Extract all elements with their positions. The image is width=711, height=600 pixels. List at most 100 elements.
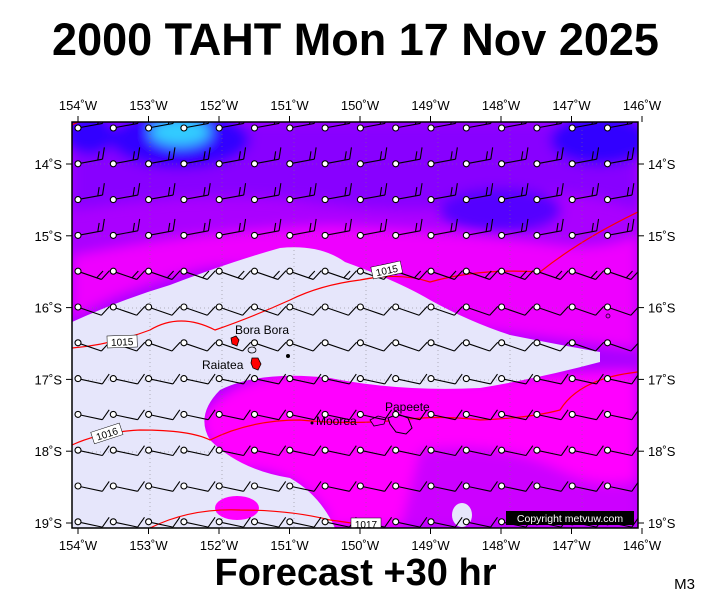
- wind-barb: [321, 445, 357, 457]
- wind-barb: [498, 373, 534, 385]
- wind-barb: [215, 147, 247, 168]
- wind-barb: [180, 267, 216, 280]
- wind-barb: [533, 303, 569, 316]
- wind-barb: [427, 218, 458, 239]
- wind-barb: [321, 303, 358, 316]
- wind-barb: [250, 481, 287, 492]
- wind-barb: [356, 122, 386, 132]
- wind-barb: [109, 516, 145, 528]
- wind-barb: [180, 122, 210, 132]
- lat-label-right: 14˚S: [648, 157, 676, 172]
- island-dot-3: [605, 313, 611, 319]
- wind-barb: [356, 303, 393, 316]
- lon-label-top: 148˚W: [482, 98, 521, 113]
- wind-barb: [286, 147, 317, 168]
- lat-label-right: 18˚S: [648, 444, 676, 459]
- isobar-label: 1015: [375, 264, 399, 279]
- islands: [230, 313, 611, 435]
- wind-barb: [109, 122, 139, 132]
- wind-barb: [356, 218, 388, 239]
- field-low-east: [550, 122, 638, 165]
- island-moorea: [369, 415, 387, 427]
- wind-barb: [321, 373, 357, 385]
- wind-barb: [180, 445, 216, 457]
- wind-barb: [462, 445, 498, 457]
- wind-barb: [74, 373, 110, 385]
- wind-barb: [321, 409, 357, 421]
- wind-barb: [74, 147, 105, 168]
- lon-label-bottom: 153˚W: [129, 538, 168, 553]
- isobar-label: 1017: [355, 520, 378, 531]
- field-magenta-band: [72, 225, 638, 350]
- lon-label-top: 153˚W: [129, 98, 168, 113]
- wind-barb: [462, 183, 494, 204]
- wind-barb: [568, 267, 605, 280]
- lon-label-bottom: 151˚W: [270, 538, 309, 553]
- chart-title: 2000 TAHT Mon 17 Nov 2025: [52, 14, 659, 65]
- wind-barb: [321, 183, 352, 204]
- wind-barb: [568, 303, 605, 316]
- wind-barb: [603, 147, 635, 168]
- wind-barb: [145, 339, 181, 352]
- copyright-box: [506, 511, 634, 525]
- wind-barb: [568, 445, 604, 457]
- wind-barb: [145, 147, 176, 168]
- island-huahine: [247, 346, 257, 354]
- wind-barb: [392, 481, 428, 492]
- wind-barb: [286, 303, 322, 316]
- pressure-field: 1015 1015 1016 1017 Bora Bora Raiatea Mo…: [72, 122, 638, 531]
- wind-barb: [286, 267, 322, 280]
- wind-barb: [180, 481, 216, 492]
- wind-barb: [427, 267, 463, 280]
- wind-barb: [427, 183, 458, 204]
- lat-label-left: 19˚S: [35, 516, 63, 531]
- wind-barb: [462, 218, 494, 239]
- wind-barb: [533, 373, 569, 385]
- wind-barb: [215, 516, 251, 528]
- island-dot-2: [310, 421, 314, 425]
- wind-barb: [180, 516, 216, 528]
- wind-barb: [180, 303, 216, 316]
- wind-barb: [427, 373, 463, 385]
- field-low-corner: [72, 122, 115, 155]
- wind-barb: [180, 218, 211, 239]
- wind-barb: [215, 303, 252, 316]
- lon-label-bottom: 146˚W: [623, 538, 662, 553]
- wind-barb: [462, 409, 498, 421]
- wind-barb: [215, 218, 247, 239]
- lon-label-top: 149˚W: [411, 98, 450, 113]
- wind-barb: [498, 481, 534, 492]
- field-low-mid: [440, 188, 560, 232]
- wind-barb: [603, 183, 635, 204]
- wind-barb: [427, 303, 463, 316]
- place-label-raiatea: Raiatea: [202, 358, 244, 372]
- wind-barb: [603, 445, 638, 457]
- wind-barb: [603, 267, 638, 280]
- wind-barb: [533, 267, 569, 280]
- wind-barb: [392, 183, 423, 204]
- isobar-label: 1015: [111, 337, 134, 349]
- wind-barb: [392, 218, 423, 239]
- wind-barb: [250, 445, 287, 457]
- wind-barb: [109, 218, 141, 239]
- place-label-bora-bora: Bora Bora: [235, 323, 289, 337]
- wind-barb: [321, 122, 351, 132]
- wind-barb: [286, 516, 322, 528]
- field-low-west-core: [150, 122, 210, 146]
- wind-barb: [286, 122, 316, 132]
- wind-barb: [392, 516, 428, 528]
- lon-label-bottom: 150˚W: [341, 538, 380, 553]
- map-frame: [71, 121, 639, 529]
- wind-barb: [145, 445, 181, 457]
- wind-barb: [74, 122, 104, 132]
- wind-barb: [498, 339, 534, 352]
- wind-barb: [321, 267, 358, 280]
- wind-barb: [215, 409, 251, 421]
- wind-barb: [215, 481, 251, 492]
- wind-barb: [427, 409, 463, 421]
- wind-barb: [74, 445, 110, 457]
- wind-barb: [392, 339, 428, 352]
- wind-barb: [568, 122, 598, 132]
- lon-label-top: 154˚W: [59, 98, 98, 113]
- wind-barb: [74, 516, 110, 528]
